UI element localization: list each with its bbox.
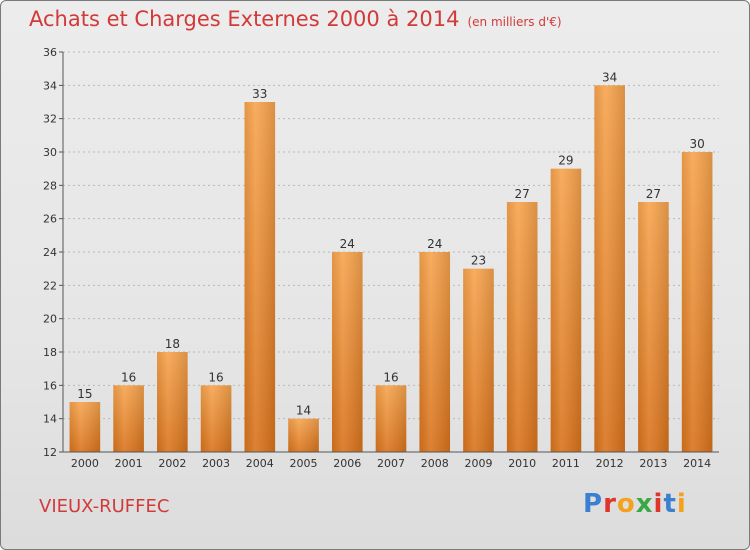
x-tick-label-2008: 2008	[421, 457, 449, 470]
value-label-2006: 24	[340, 237, 355, 251]
value-label-2004: 33	[252, 87, 267, 101]
proxiti-logo: Proxiti	[583, 489, 687, 519]
bar-shade-2006	[331, 252, 363, 452]
value-label-2003: 16	[208, 370, 223, 384]
bar-shade-2013	[638, 202, 669, 452]
y-tick-label: 24	[43, 246, 57, 259]
y-tick-label: 22	[43, 279, 57, 292]
y-tick-label: 32	[43, 113, 57, 126]
x-tick-label-2000: 2000	[71, 457, 99, 470]
x-tick-label-2001: 2001	[115, 457, 143, 470]
bar-shade-2010	[506, 202, 538, 452]
x-tick-label-2006: 2006	[333, 457, 361, 470]
value-label-2007: 16	[383, 370, 398, 384]
value-label-2011: 29	[558, 154, 573, 168]
commune-name: VIEUX-RUFFEC	[39, 496, 170, 517]
x-tick-label-2014: 2014	[683, 457, 711, 470]
bar-shade-2001	[113, 385, 144, 452]
logo-text: Proxiti	[583, 489, 687, 519]
value-label-2012: 34	[602, 70, 617, 84]
bar-shade-2003	[200, 385, 232, 452]
bar-shade-2014	[681, 152, 713, 452]
value-label-2013: 27	[646, 187, 661, 201]
x-tick-label-2002: 2002	[158, 457, 186, 470]
x-tick-label-2012: 2012	[596, 457, 624, 470]
bar-shade-2005	[288, 418, 319, 452]
x-tick-label-2005: 2005	[290, 457, 318, 470]
y-tick-label: 34	[43, 79, 57, 92]
chart-subtitle: (en milliers d'€)	[467, 15, 562, 29]
y-tick-label: 20	[43, 313, 57, 326]
value-label-2005: 14	[296, 404, 311, 418]
bar-shade-2012	[594, 85, 625, 452]
x-tick-label-2007: 2007	[377, 457, 405, 470]
x-tick-label-2010: 2010	[508, 457, 536, 470]
bars: 15 16 18 16 33 14 24 16 24 23 27 29 34 27 30	[69, 70, 713, 452]
x-tick-label-2009: 2009	[464, 457, 492, 470]
y-tick-label: 12	[43, 446, 57, 459]
x-tick-label-2004: 2004	[246, 457, 274, 470]
value-label-2001: 16	[121, 370, 136, 384]
axes: 12 14 16 18 20 22 24 26 28 30 32 34 36 2000 2001 2002 20…	[43, 46, 719, 470]
chart-title: Achats et Charges Externes 2000 à 2014 (e…	[29, 7, 562, 31]
bar-shade-2007	[375, 385, 407, 452]
y-tick-label: 28	[43, 179, 57, 192]
y-tick-label: 26	[43, 213, 57, 226]
bar-shade-2009	[463, 268, 494, 452]
bar-shade-2002	[157, 352, 188, 452]
chart-title-text: Achats et Charges Externes 2000 à 2014	[29, 7, 460, 31]
bar-shade-2011	[550, 168, 582, 452]
value-label-2008: 24	[427, 237, 442, 251]
value-label-2014: 30	[689, 137, 704, 151]
y-tick-label: 36	[43, 46, 57, 59]
bar-shade-2008	[419, 252, 451, 452]
value-label-2009: 23	[471, 254, 486, 268]
bar-shade-2004	[244, 102, 276, 452]
y-tick-label: 16	[43, 379, 57, 392]
value-label-2000: 15	[77, 387, 92, 401]
value-label-2010: 27	[515, 187, 530, 201]
x-tick-label-2003: 2003	[202, 457, 230, 470]
y-tick-label: 14	[43, 413, 57, 426]
bar-shade-2000	[69, 402, 101, 452]
y-tick-label: 18	[43, 346, 57, 359]
x-tick-label-2013: 2013	[639, 457, 667, 470]
y-tick-label: 30	[43, 146, 57, 159]
x-tick-label-2011: 2011	[552, 457, 580, 470]
value-label-2002: 18	[165, 337, 180, 351]
